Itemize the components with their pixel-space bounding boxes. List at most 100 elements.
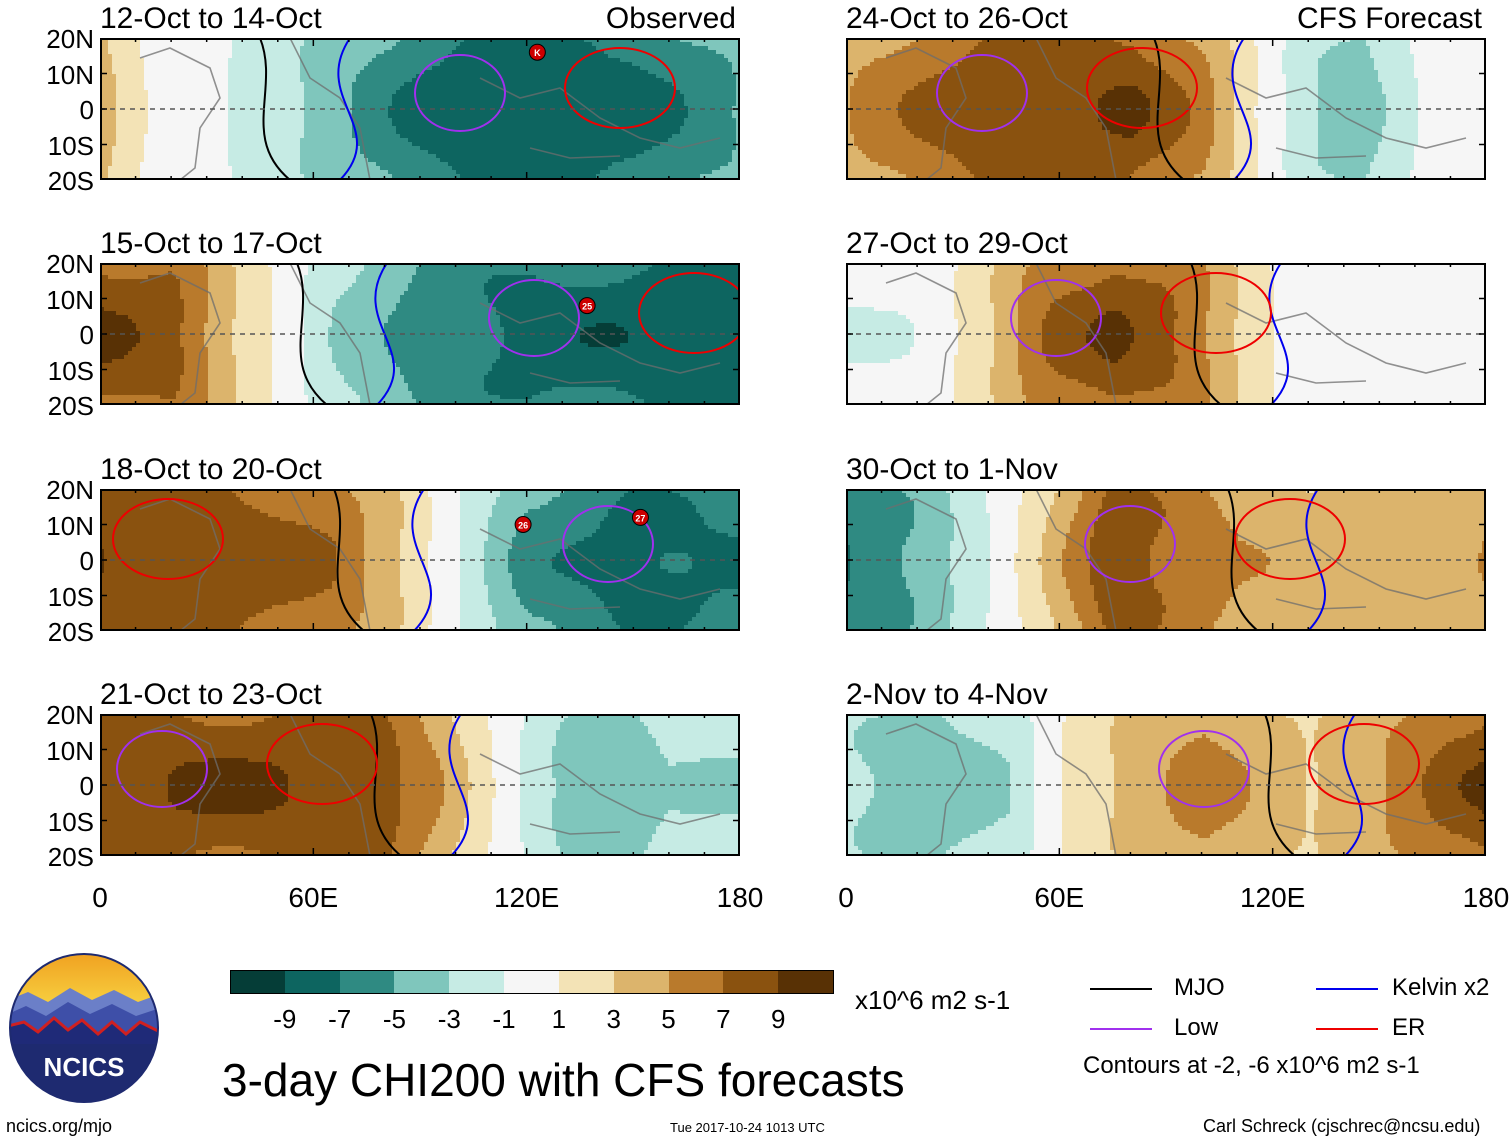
heat-cell [496, 114, 501, 119]
heat-cell [160, 70, 165, 75]
heat-cell [392, 62, 397, 67]
heat-cell [528, 118, 533, 123]
heat-cell [156, 122, 161, 127]
heat-cell [168, 146, 173, 151]
heat-cell [448, 154, 453, 159]
heat-cell [112, 118, 117, 123]
heat-cell [576, 70, 581, 75]
heat-cell [164, 158, 169, 163]
heat-cell [364, 106, 369, 111]
heat-cell [304, 50, 309, 55]
heat-cell [184, 102, 189, 107]
heat-cell [388, 138, 393, 143]
heat-cell [212, 50, 217, 55]
heat-cell [536, 166, 541, 171]
heat-cell [548, 46, 553, 51]
heat-cell [472, 166, 477, 171]
heat-cell [556, 110, 561, 115]
heat-cell [532, 70, 537, 75]
heat-cell [304, 78, 309, 83]
heat-cell [188, 154, 193, 159]
heat-cell [400, 50, 405, 55]
heat-cell [320, 134, 325, 139]
heat-cell [344, 94, 349, 99]
heat-cell [288, 154, 293, 159]
heat-cell [164, 150, 169, 155]
heat-cell [132, 82, 137, 87]
heat-cell [592, 82, 597, 87]
heat-cell [440, 138, 445, 143]
heat-cell [608, 138, 613, 143]
heat-cell [376, 166, 381, 171]
heat-cell [532, 82, 537, 87]
heat-cell [256, 54, 261, 59]
heat-cell [260, 134, 265, 139]
heat-cell [228, 114, 233, 119]
heat-cell [144, 134, 149, 139]
heat-cell [124, 118, 129, 123]
heat-cell [604, 78, 609, 83]
heat-cell [148, 110, 153, 115]
heat-cell [348, 62, 353, 67]
heat-cell [548, 58, 553, 63]
heat-cell [128, 142, 133, 147]
heat-cell [520, 78, 525, 83]
heat-cell [628, 74, 633, 79]
heat-cell [108, 98, 113, 103]
heat-cell [148, 130, 153, 135]
heat-cell [392, 114, 397, 119]
heat-cell [400, 78, 405, 83]
heat-cell [104, 114, 109, 119]
heat-cell [232, 90, 237, 95]
heat-cell [164, 42, 169, 47]
heat-cell [288, 62, 293, 67]
heat-cell [148, 70, 153, 75]
heat-cell [608, 58, 613, 63]
heat-cell [532, 126, 537, 131]
heat-cell [368, 122, 373, 127]
heat-cell [492, 90, 497, 95]
heat-cell [616, 142, 621, 147]
heat-cell [464, 162, 469, 167]
heat-cell [412, 114, 417, 119]
heat-cell [544, 78, 549, 83]
heat-cell [592, 98, 597, 103]
heat-cell [384, 158, 389, 163]
heat-cell [584, 110, 589, 115]
heat-cell [148, 82, 153, 87]
heat-cell [428, 70, 433, 75]
heat-cell [400, 166, 405, 171]
heat-cell [172, 174, 177, 179]
heat-cell [568, 54, 573, 59]
heat-cell [324, 98, 329, 103]
heat-cell [160, 142, 165, 147]
heat-cell [212, 110, 217, 115]
heat-cell [352, 78, 357, 83]
heat-cell [368, 58, 373, 63]
heat-cell [368, 146, 373, 151]
heat-cell [576, 74, 581, 79]
heat-cell [276, 142, 281, 147]
heat-cell [584, 62, 589, 67]
heat-cell [512, 98, 517, 103]
heat-cell [184, 166, 189, 171]
heat-cell [180, 150, 185, 155]
heat-cell [280, 126, 285, 131]
heat-cell [604, 42, 609, 47]
heat-cell [492, 134, 497, 139]
heat-cell [624, 138, 629, 143]
heat-cell [512, 66, 517, 71]
heat-cell [172, 82, 177, 87]
heat-cell [412, 162, 417, 167]
heat-cell [620, 86, 625, 91]
heat-cell [524, 166, 529, 171]
heat-cell [392, 82, 397, 87]
heat-cell [224, 154, 229, 159]
heat-cell [236, 162, 241, 167]
heat-cell [520, 82, 525, 87]
heat-cell [100, 166, 105, 171]
heat-cell [336, 166, 341, 171]
heat-cell [328, 70, 333, 75]
heat-cell [392, 70, 397, 75]
heat-cell [516, 106, 521, 111]
